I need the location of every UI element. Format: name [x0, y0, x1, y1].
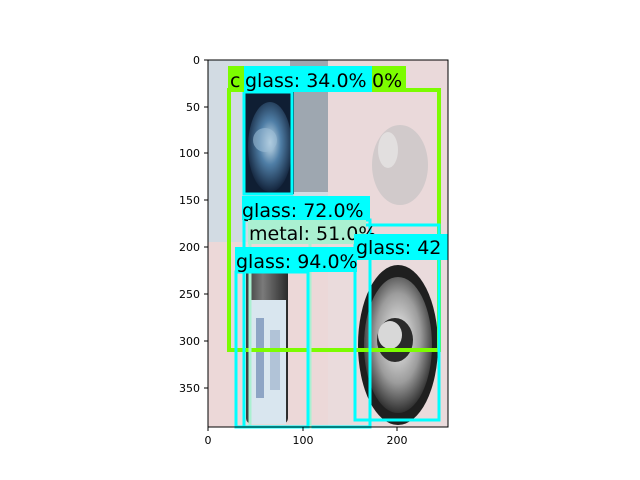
label-glass-34-bg [244, 66, 372, 92]
y-tick-label: 350 [179, 382, 200, 395]
axes-frame [207, 59, 449, 428]
y-tick-label: 100 [179, 147, 200, 160]
label-glass-72-bg [242, 196, 370, 220]
x-axis: 0 100 200 [205, 427, 408, 447]
bottle-label-print [256, 318, 264, 398]
label-metal-51-bg [248, 220, 366, 244]
x-tick-label: 100 [293, 434, 314, 447]
label-cardboard-extra-bg [371, 66, 406, 92]
detection-labels: c 0% glass: 34.0% glass: 72.0% metal: 51… [228, 66, 448, 273]
can-tab [378, 321, 402, 349]
label-glass-94-bg [235, 247, 357, 272]
y-tick-label: 200 [179, 241, 200, 254]
label-cardboard-bg [228, 66, 244, 92]
label-cardboard-extra: 0% [372, 70, 402, 92]
bottle-label [250, 300, 286, 424]
bottle-label-print-2 [270, 330, 280, 390]
x-tick-label: 0 [205, 434, 212, 447]
label-glass-42-bg [354, 234, 448, 260]
x-tick-label: 200 [387, 434, 408, 447]
y-axis: 0 50 100 150 200 250 300 350 [179, 54, 208, 395]
label-metal-51: metal: 51.0% [249, 223, 376, 245]
label-glass-42: glass: 42 [356, 237, 441, 259]
blue-bottle-highlight [253, 128, 277, 152]
y-tick-label: 250 [179, 288, 200, 301]
grey-jar [372, 125, 428, 205]
label-cardboard: c [230, 70, 240, 92]
y-tick-label: 50 [186, 101, 200, 114]
grey-jar-highlight [378, 132, 398, 168]
label-glass-72: glass: 72.0% [242, 200, 364, 222]
y-tick-label: 0 [193, 54, 200, 67]
y-tick-label: 300 [179, 335, 200, 348]
box-glass-42 [353, 223, 441, 422]
label-glass-94: glass: 94.0% [236, 251, 358, 273]
label-glass-34: glass: 34.0% [245, 70, 367, 92]
y-tick-label: 150 [179, 194, 200, 207]
